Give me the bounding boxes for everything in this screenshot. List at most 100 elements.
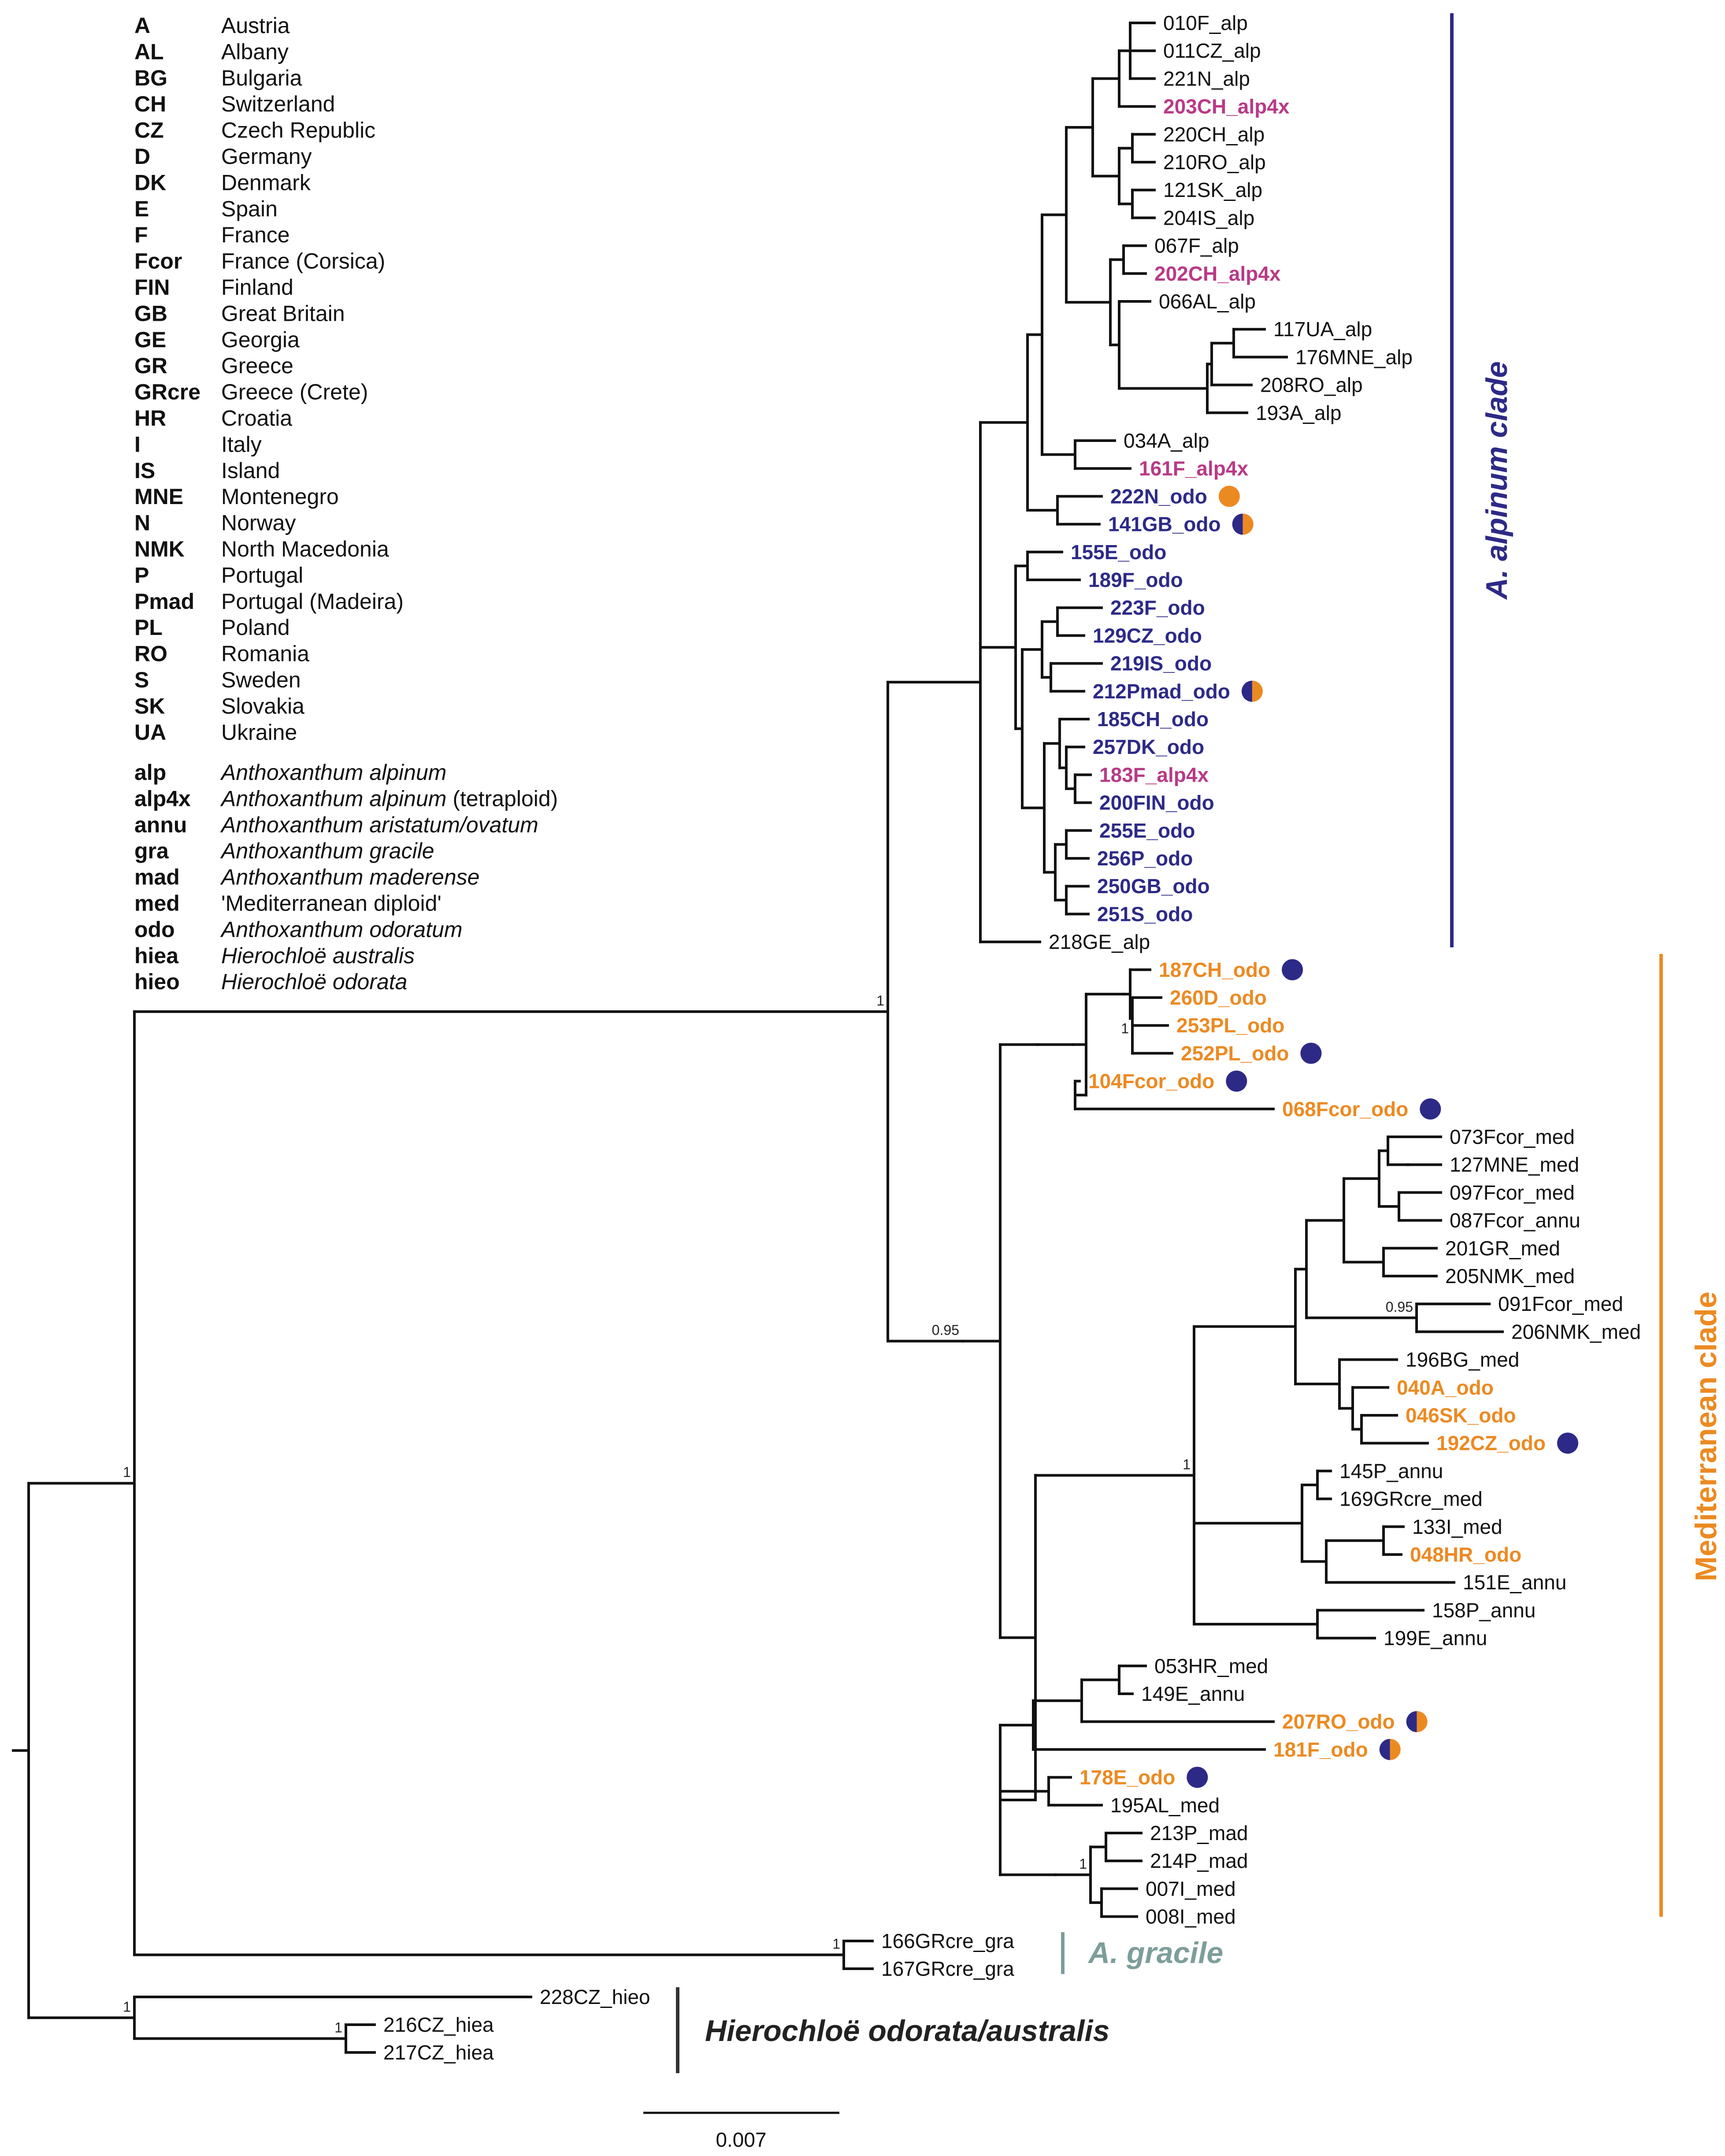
leaf-label: 141GB_odo [1108, 513, 1221, 536]
leaf-label: 199E_annu [1384, 1627, 1487, 1650]
leaf-label: 210RO_alp [1163, 151, 1266, 174]
support-value: 1 [123, 1464, 131, 1480]
legend-taxon-species: Hierochloë odorata [221, 969, 408, 994]
support-value: 0.95 [1386, 1299, 1413, 1315]
legend-country-code: E [134, 197, 149, 221]
leaf-label: 193A_alp [1256, 401, 1341, 424]
legend-taxon-name: Hierochloë odorata [221, 969, 408, 994]
legend-country-name: Greece [221, 353, 293, 378]
legend-country-code: I [134, 432, 141, 456]
legend-country-code: F [134, 223, 148, 247]
leaf-label: 040A_odo [1397, 1376, 1494, 1399]
legend-country-code: CH [134, 92, 166, 116]
leaf-label: 011CZ_alp [1163, 39, 1261, 62]
ploidy-marker [1226, 1070, 1247, 1092]
leaf-label: 046SK_odo [1406, 1404, 1516, 1427]
leaf-label: 217CZ_hiea [383, 2041, 494, 2064]
leaf-label: 257DK_odo [1093, 735, 1204, 758]
leaf-label: 206NMK_med [1511, 1320, 1641, 1343]
legend-country-name: Sweden [221, 668, 301, 692]
legend-taxon-species: 'Mediterranean diploid' [221, 891, 441, 916]
leaf-label: 167GRcre_gra [881, 1957, 1014, 1980]
legend-taxon-species: Anthoxanthum gracile [220, 839, 434, 863]
leaf-label: 214P_mad [1150, 1849, 1248, 1872]
leaf-label: 117UA_alp [1273, 318, 1372, 341]
leaf-label: 007I_med [1146, 1877, 1236, 1900]
legend-country-code: N [134, 511, 150, 535]
ploidy-marker [1187, 1766, 1208, 1788]
legend-country-name: Norway [221, 511, 296, 535]
ploidy-marker-left [1379, 1739, 1390, 1760]
leaf-label: 218GE_alp [1049, 931, 1150, 954]
leaf-label: 255E_odo [1099, 819, 1195, 842]
legend-country-code: SK [134, 694, 165, 718]
leaf-label: 155E_odo [1071, 541, 1166, 564]
legend-country-name: Finland [221, 275, 293, 300]
ploidy-marker-right [1243, 513, 1254, 535]
legend-country-name: Austria [221, 13, 290, 38]
leaf-label: 252PL_odo [1181, 1042, 1289, 1065]
legend-taxon-name: Anthoxanthum alpinum [220, 760, 446, 785]
leaf-label: 183F_alp4x [1099, 763, 1209, 786]
ploidy-markers [1187, 486, 1578, 1788]
ploidy-marker [1218, 486, 1240, 507]
legend-country-name: North Macedonia [221, 537, 389, 561]
tree-branches [12, 22, 1504, 2054]
legend-country-code: NMK [134, 537, 185, 561]
legend-country-name: France (Corsica) [221, 249, 385, 274]
leaf-labels: 010F_alp 011CZ_alp 221N_alp 203CH_alp4x 220C… [383, 11, 1641, 2064]
leaf-label: 187CH_odo [1159, 958, 1270, 981]
legend-country-code: D [134, 144, 150, 169]
legend-country-code: GR [134, 353, 167, 378]
leaf-label: 189F_odo [1088, 568, 1183, 591]
leaf-label: 008I_med [1146, 1905, 1236, 1928]
legend-country-name: Denmark [221, 170, 311, 195]
legend-taxon-species: Anthoxanthum maderense [220, 865, 479, 890]
legend-country-code: P [134, 563, 149, 587]
leaf-label: 073Fcor_med [1450, 1125, 1575, 1148]
leaf-label: 195AL_med [1110, 1794, 1220, 1817]
leaf-label: 121SK_alp [1163, 178, 1262, 201]
legend-country-code: GRcre [134, 380, 200, 404]
legend-country-name: Spain [221, 197, 278, 221]
legend-taxon-code: mad [134, 865, 180, 890]
legend-taxon-name: Anthoxanthum maderense [220, 865, 479, 890]
legend-taxon-species: Anthoxanthum aristatum/ovatum [220, 813, 538, 837]
leaf-label: 104Fcor_odo [1088, 1070, 1214, 1093]
mediterranean-clade-label: Mediterranean clade [1689, 1291, 1723, 1581]
legend-taxon-name: Anthoxanthum gracile [220, 839, 434, 863]
legend-country-code: GE [134, 327, 166, 352]
leaf-label: 205NMK_med [1445, 1265, 1575, 1288]
leaf-label: 097Fcor_med [1450, 1181, 1575, 1204]
leaf-label: 200FIN_odo [1099, 791, 1214, 814]
leaf-label: 053HR_med [1154, 1655, 1268, 1677]
legend-country-code: PL [134, 615, 163, 640]
ploidy-marker-left [1241, 680, 1252, 702]
leaf-label: 260D_odo [1170, 986, 1267, 1009]
leaf-label: 151E_annu [1463, 1571, 1566, 1594]
legend-country-code: Fcor [134, 249, 182, 274]
legend-country-code: CZ [134, 118, 164, 143]
scale-bar-label: 0.007 [716, 2128, 766, 2151]
legend-taxon-name: Anthoxanthum aristatum/ovatum [220, 813, 538, 837]
legend-country-name: Czech Republic [221, 118, 375, 143]
support-value: 0.95 [932, 1322, 959, 1338]
leaf-label: 149E_annu [1141, 1682, 1245, 1705]
legend-taxon-code: hiea [134, 943, 179, 968]
leaf-label: 145P_annu [1339, 1459, 1443, 1482]
legend-country-name: Albany [221, 39, 289, 64]
leaf-label: 166GRcre_gra [881, 1930, 1014, 1952]
leaf-label: 220CH_alp [1163, 123, 1265, 146]
legend-country-code: GB [134, 301, 167, 326]
legend-taxon-name: Anthoxanthum odoratum [220, 917, 463, 942]
alpinum-clade-label: A. alpinum clade [1480, 361, 1514, 600]
ploidy-marker-right [1417, 1711, 1428, 1733]
legend-taxon-species: Hierochloë australis [221, 943, 415, 968]
hierochloe-clade-label: Hierochloë odorata/australis [705, 2014, 1109, 2048]
legend-country-code: RO [134, 642, 167, 666]
legend-country-code: MNE [134, 484, 183, 509]
leaf-label: 203CH_alp4x [1163, 95, 1290, 118]
ploidy-marker [1300, 1043, 1322, 1064]
leaf-label: 202CH_alp4x [1154, 262, 1281, 285]
